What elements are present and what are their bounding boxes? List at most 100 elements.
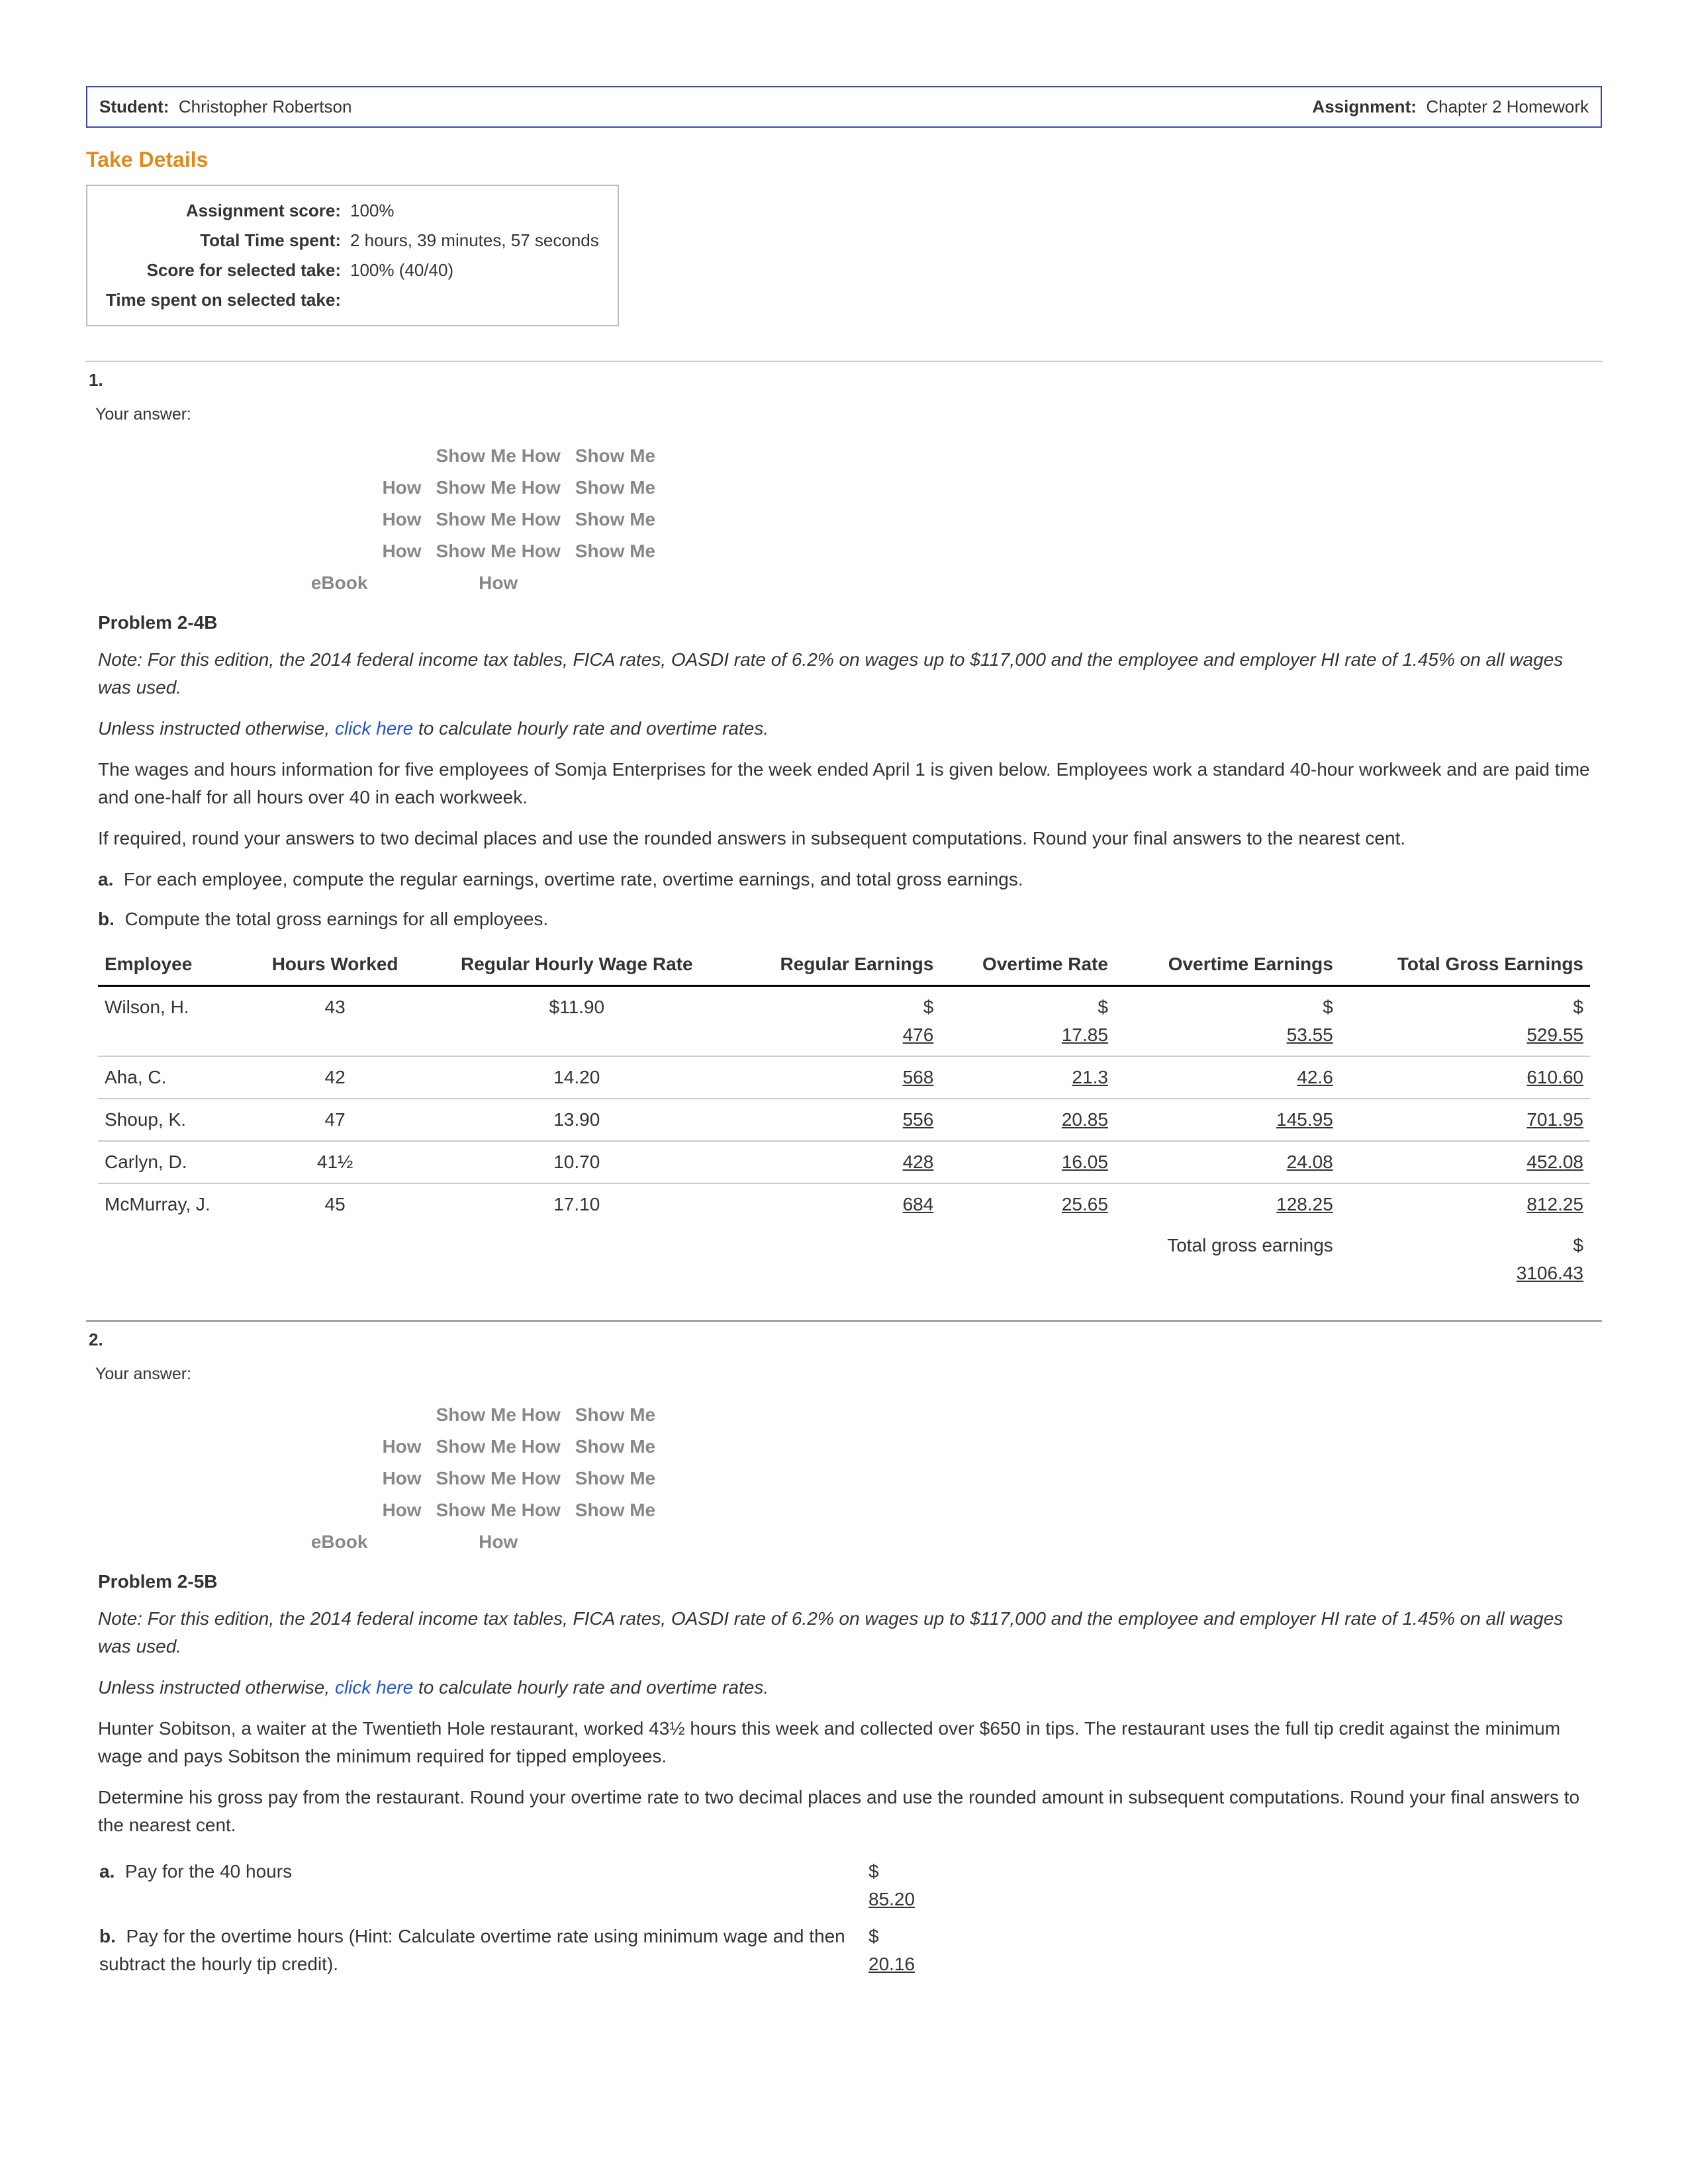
table-row: Wilson, H.43$11.90$476$17.85$53.55$529.5… — [98, 985, 1590, 1056]
student-block: Student: Christopher Robertson — [99, 94, 352, 120]
toolbar-how[interactable]: How — [375, 1495, 428, 1525]
total-label: Total gross earnings — [1115, 1225, 1340, 1294]
item-b-text: Compute the total gross earnings for all… — [124, 909, 548, 929]
detail-label: Total Time spent: — [102, 226, 345, 255]
cell-hours: 42 — [248, 1056, 423, 1099]
toolbar-show-me[interactable]: Show Me — [569, 504, 662, 535]
toolbar-show-me[interactable]: Show Me — [569, 473, 662, 503]
dollar-sign: $ — [868, 1926, 879, 1946]
click-here-link[interactable]: click here — [335, 1677, 413, 1698]
toolbar-show-me-how[interactable]: Show Me How — [430, 1495, 567, 1525]
q2-answers: a. Pay for the 40 hours $ 85.20 b. Pay f… — [98, 1852, 1590, 1983]
cell-gross-earnings: 812.25 — [1340, 1183, 1590, 1225]
total-value: $3106.43 — [1340, 1225, 1590, 1294]
detail-label: Time spent on selected take: — [102, 286, 345, 314]
toolbar-how[interactable]: How — [430, 568, 567, 598]
problem2-p2: Determine his gross pay from the restaur… — [98, 1784, 1590, 1839]
instr-pre: Unless instructed otherwise, — [98, 1677, 335, 1698]
cell-employee: Carlyn, D. — [98, 1141, 248, 1183]
q2-a-amount: 85.20 — [868, 1889, 915, 1909]
toolbar-show-me[interactable]: Show Me — [569, 1432, 662, 1462]
toolbar-show-me-how[interactable]: Show Me How — [430, 441, 567, 471]
toolbar-show-me-how[interactable]: Show Me How — [430, 536, 567, 567]
toolbar-how[interactable]: How — [375, 473, 428, 503]
col-ge: Total Gross Earnings — [1340, 945, 1590, 986]
item-a: a. For each employee, compute the regula… — [98, 866, 1590, 893]
take-details-table: Assignment score:100% Total Time spent:2… — [101, 195, 604, 316]
toolbar-show-me-how[interactable]: Show Me How — [430, 473, 567, 503]
detail-label: Assignment score: — [102, 197, 345, 225]
take-details-title: Take Details — [86, 144, 1602, 175]
problem-title-2: Problem 2-5B — [98, 1568, 1602, 1596]
cell-rate: $11.90 — [423, 985, 731, 1056]
cell-regular-earnings: 556 — [731, 1099, 940, 1141]
q2-a-value: $ 85.20 — [868, 1854, 968, 1917]
problem-note-2: Note: For this edition, the 2014 federal… — [98, 1605, 1590, 1661]
toolbar-show-me-how[interactable]: Show Me How — [430, 1432, 567, 1462]
problem-p1: The wages and hours information for five… — [98, 756, 1590, 811]
toolbar-show-me-how[interactable]: Show Me How — [430, 1463, 567, 1494]
toolbar-how[interactable]: How — [375, 536, 428, 567]
instr-1: Unless instructed otherwise, click here … — [98, 715, 1590, 743]
problem-note-1: Note: For this edition, the 2014 federal… — [98, 646, 1590, 702]
cell-hours: 47 — [248, 1099, 423, 1141]
cell-rate: 17.10 — [423, 1183, 731, 1225]
toolbar-1: Show Me How Show Me How Show Me How Show… — [86, 439, 880, 600]
cell-employee: Aha, C. — [98, 1056, 248, 1099]
q2-b-value: $ 20.16 — [868, 1919, 968, 1982]
total-row: Total gross earnings$3106.43 — [98, 1225, 1590, 1294]
student-label: Student: — [99, 97, 169, 116]
assignment-block: Assignment: Chapter 2 Homework — [1312, 94, 1589, 120]
toolbar-show-me[interactable]: Show Me — [569, 1463, 662, 1494]
cell-gross-earnings: 452.08 — [1340, 1141, 1590, 1183]
take-details-box: Assignment score:100% Total Time spent:2… — [86, 185, 619, 326]
instr-pre: Unless instructed otherwise, — [98, 718, 335, 739]
q2-b-row: b. Pay for the overtime hours (Hint: Cal… — [99, 1919, 867, 1982]
detail-label: Score for selected take: — [102, 256, 345, 285]
toolbar-how[interactable]: How — [375, 504, 428, 535]
your-answer-label: Your answer: — [95, 402, 1602, 428]
student-name: Christopher Robertson — [179, 97, 352, 116]
q2-a-label: Pay for the 40 hours — [125, 1861, 292, 1882]
cell-overtime-earnings: 24.08 — [1115, 1141, 1340, 1183]
cell-hours: 41½ — [248, 1141, 423, 1183]
cell-hours: 45 — [248, 1183, 423, 1225]
cell-employee: McMurray, J. — [98, 1183, 248, 1225]
dollar-sign: $ — [868, 1861, 879, 1882]
toolbar-show-me[interactable]: Show Me — [569, 441, 662, 471]
cell-regular-earnings: 568 — [731, 1056, 940, 1099]
your-answer-label-2: Your answer: — [95, 1362, 1602, 1387]
col-hours: Hours Worked — [248, 945, 423, 986]
toolbar-2: Show Me How Show Me How Show Me How Show… — [86, 1398, 880, 1559]
q2-a-row: a. Pay for the 40 hours — [99, 1854, 867, 1917]
cell-rate: 10.70 — [423, 1141, 731, 1183]
cell-overtime-rate: 21.3 — [940, 1056, 1115, 1099]
toolbar-how[interactable]: How — [375, 1463, 428, 1494]
toolbar-how[interactable]: How — [430, 1527, 567, 1557]
col-employee: Employee — [98, 945, 248, 986]
detail-value: 100% — [346, 197, 603, 225]
toolbar-show-me[interactable]: Show Me — [569, 536, 662, 567]
table-row: Carlyn, D.41½10.7042816.0524.08452.08 — [98, 1141, 1590, 1183]
cell-employee: Shoup, K. — [98, 1099, 248, 1141]
detail-value — [346, 286, 603, 314]
toolbar-ebook[interactable]: eBook — [305, 568, 375, 598]
instr-post: to calculate hourly rate and overtime ra… — [413, 1677, 769, 1698]
toolbar-show-me[interactable]: Show Me — [569, 1400, 662, 1430]
toolbar-show-me-how[interactable]: Show Me How — [430, 1400, 567, 1430]
table-row: McMurray, J.4517.1068425.65128.25812.25 — [98, 1183, 1590, 1225]
toolbar-ebook[interactable]: eBook — [305, 1527, 375, 1557]
table-row: Shoup, K.4713.9055620.85145.95701.95 — [98, 1099, 1590, 1141]
q2-b-amount: 20.16 — [868, 1954, 915, 1974]
click-here-link[interactable]: click here — [335, 718, 413, 739]
col-oe: Overtime Earnings — [1115, 945, 1340, 986]
earnings-table: Employee Hours Worked Regular Hourly Wag… — [98, 945, 1590, 1294]
col-rate: Regular Hourly Wage Rate — [423, 945, 731, 986]
toolbar-show-me-how[interactable]: Show Me How — [430, 504, 567, 535]
cell-hours: 43 — [248, 985, 423, 1056]
toolbar-how[interactable]: How — [375, 1432, 428, 1462]
toolbar-show-me[interactable]: Show Me — [569, 1495, 662, 1525]
cell-employee: Wilson, H. — [98, 985, 248, 1056]
cell-gross-earnings: $529.55 — [1340, 985, 1590, 1056]
question-number-2: 2. — [89, 1327, 1602, 1353]
